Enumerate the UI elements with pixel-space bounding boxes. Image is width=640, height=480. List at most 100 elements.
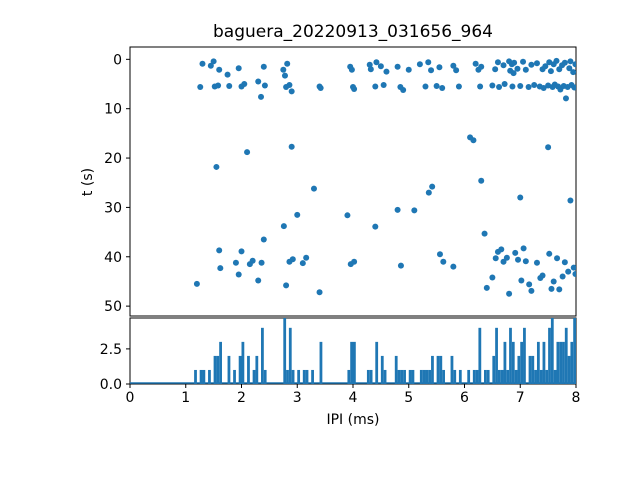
scatter-point: [470, 137, 477, 144]
scatter-point: [433, 82, 440, 89]
scatter-series: [193, 57, 576, 297]
scatter-point: [244, 149, 251, 156]
hist-bar: [403, 369, 406, 384]
scatter-point: [472, 60, 479, 67]
scatter-point: [572, 271, 576, 278]
scatter-point: [509, 83, 516, 90]
scatter-point: [492, 255, 499, 262]
scatter-point: [546, 250, 553, 257]
scatter-point: [367, 66, 374, 73]
scatter-point: [515, 256, 522, 263]
scatter-point: [216, 247, 223, 254]
scatter-point: [489, 274, 496, 281]
scatter-point: [506, 290, 513, 297]
hist-bar: [453, 369, 457, 384]
hist-bar: [347, 369, 351, 384]
scatter-point: [501, 81, 508, 88]
scatter-point: [316, 289, 323, 296]
scatter-point: [383, 68, 390, 75]
scatter-point: [540, 84, 547, 91]
scatter-point: [556, 286, 563, 293]
hist-bar: [545, 369, 549, 384]
scatter-point: [216, 66, 223, 73]
scatter-point: [348, 66, 355, 73]
scatter-point: [235, 271, 242, 278]
scatter-point: [478, 63, 485, 70]
hist-bar: [353, 341, 356, 384]
hist-bar: [511, 341, 515, 384]
scatter-point: [553, 57, 560, 64]
scatter-point: [477, 83, 484, 90]
scatter-point: [286, 82, 293, 89]
hist-bar: [484, 369, 487, 384]
y-tick-label: 10: [104, 102, 122, 118]
scatter-point: [224, 71, 231, 78]
scatter-point: [199, 60, 206, 67]
scatter-point: [303, 254, 310, 261]
x-tick-label: 1: [181, 390, 190, 406]
scatter-point: [372, 223, 379, 230]
hist-bar: [302, 369, 306, 384]
scatter-point: [572, 61, 576, 68]
y-tick-label: 20: [104, 151, 122, 167]
scatter-point: [260, 236, 267, 243]
scatter-point: [566, 65, 573, 72]
hist-bar: [550, 318, 554, 384]
hist-bar: [492, 355, 496, 384]
scatter-point: [255, 277, 262, 284]
hist-y-tick-label: 0.0: [100, 377, 122, 393]
scatter-point: [510, 70, 517, 77]
scatter-point: [561, 259, 568, 266]
scatter-point: [450, 263, 457, 270]
scatter-point: [284, 60, 291, 67]
x-tick-label: 3: [293, 390, 302, 406]
scatter-point: [542, 63, 549, 70]
hist-bar: [528, 355, 532, 384]
y-tick-label: 0: [113, 52, 122, 68]
hist-bar: [548, 327, 551, 384]
scatter-point: [478, 177, 485, 184]
scatter-point: [294, 211, 301, 218]
scatter-point: [299, 260, 306, 267]
hist-bar: [570, 341, 574, 384]
scatter-point: [500, 62, 507, 69]
hist-bar: [425, 369, 429, 384]
scatter-point: [517, 194, 524, 201]
hist-bar: [523, 327, 526, 384]
hist-bar: [500, 369, 504, 384]
scatter-point: [258, 259, 265, 266]
scatter-point: [289, 256, 296, 263]
scatter-point: [288, 143, 295, 150]
scatter-point: [562, 95, 569, 102]
x-tick-label: 0: [126, 390, 135, 406]
hist-bar: [431, 355, 434, 384]
hist-bar: [380, 355, 384, 384]
hist-bar: [564, 327, 568, 384]
hist-bar: [202, 369, 206, 384]
scatter-point: [210, 58, 217, 65]
hist-bar: [227, 355, 231, 384]
x-tick-label: 2: [237, 390, 246, 406]
scatter-point: [428, 67, 435, 74]
hist-bar: [439, 355, 443, 384]
hist-bar: [394, 355, 398, 384]
scatter-point: [197, 83, 204, 90]
x-axis-label: IPI (ms): [326, 412, 380, 428]
hist-bar: [255, 355, 259, 384]
scatter-point: [489, 82, 496, 89]
histogram-series: [130, 318, 576, 384]
hist-bar: [478, 327, 482, 384]
hist-bar: [311, 369, 314, 384]
scatter-point: [425, 59, 432, 66]
scatter-point: [531, 82, 538, 89]
scatter-point: [226, 82, 233, 89]
scatter-point: [351, 258, 358, 265]
x-tick-label: 6: [460, 390, 469, 406]
hist-bar: [400, 369, 404, 384]
scatter-point: [380, 82, 387, 89]
hist-bar: [506, 369, 510, 384]
hist-bar: [291, 369, 295, 384]
scatter-point: [503, 254, 510, 261]
